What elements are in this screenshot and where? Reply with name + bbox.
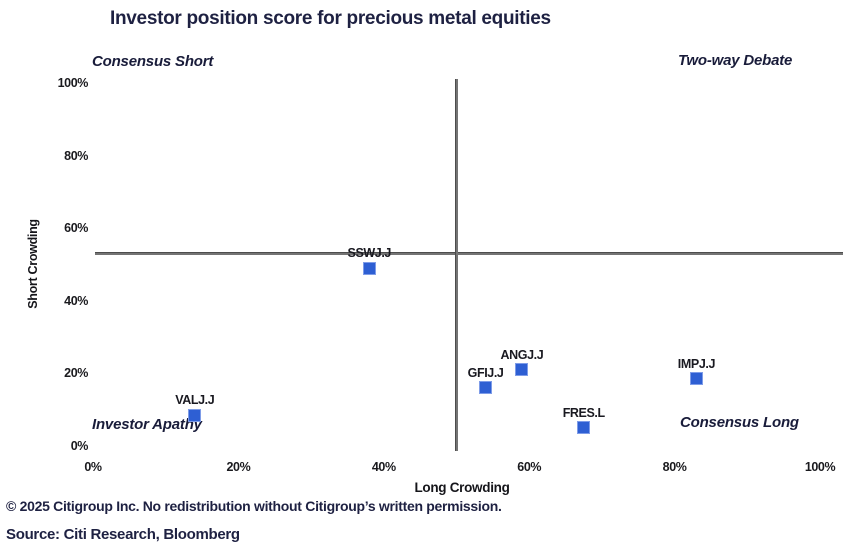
x-tick-80: 80% — [662, 460, 687, 474]
y-tick-60: 60% — [64, 221, 88, 236]
copyright-text: © 2025 Citigroup Inc. No redistribution … — [6, 498, 502, 514]
quadrant-label-two-way-debate: Two-way Debate — [678, 52, 793, 69]
plot-area: VALJ.J SSWJ.J GFIJ.J ANGJ.J FRES.L IMPJ.J — [93, 79, 843, 451]
vertical-reference-line — [455, 79, 458, 451]
y-tick-40: 40% — [64, 293, 88, 308]
y-tick-0: 0% — [70, 439, 89, 453]
data-point-fres-l — [578, 422, 590, 434]
data-point-angj-j — [516, 364, 528, 376]
x-tick-40: 40% — [371, 460, 396, 474]
y-tick-20: 20% — [64, 366, 88, 381]
source-text: Source: Citi Research, Bloomberg — [6, 526, 240, 543]
data-point-label-fres-l: FRES.L — [562, 405, 605, 420]
chart-title: Investor position score for precious met… — [110, 8, 551, 29]
y-tick-80: 80% — [64, 148, 88, 163]
data-point-impj-j — [690, 373, 702, 385]
x-axis-label: Long Crowding — [414, 480, 510, 495]
x-tick-0: 0% — [84, 460, 102, 474]
data-point-label-valj-j: VALJ.J — [175, 393, 215, 408]
data-point-label-angj-j: ANGJ.J — [500, 347, 544, 362]
data-point-label-gfij-j: GFIJ.J — [467, 365, 504, 380]
data-point-gfij-j — [480, 382, 492, 394]
x-tick-60: 60% — [517, 460, 542, 474]
data-point-sswj-j — [363, 262, 375, 274]
data-point-label-impj-j: IMPJ.J — [677, 356, 716, 371]
y-tick-100: 100% — [57, 76, 89, 90]
data-point-valj-j — [189, 409, 201, 421]
x-tick-100: 100% — [804, 460, 836, 474]
quadrant-label-consensus-short: Consensus Short — [92, 53, 214, 70]
horizontal-reference-line — [95, 252, 843, 255]
quadrant-label-consensus-long: Consensus Long — [680, 414, 799, 431]
quadrant-label-investor-apathy: Investor Apathy — [92, 416, 202, 433]
data-point-label-sswj-j: SSWJ.J — [347, 246, 392, 261]
x-tick-20: 20% — [226, 460, 251, 474]
